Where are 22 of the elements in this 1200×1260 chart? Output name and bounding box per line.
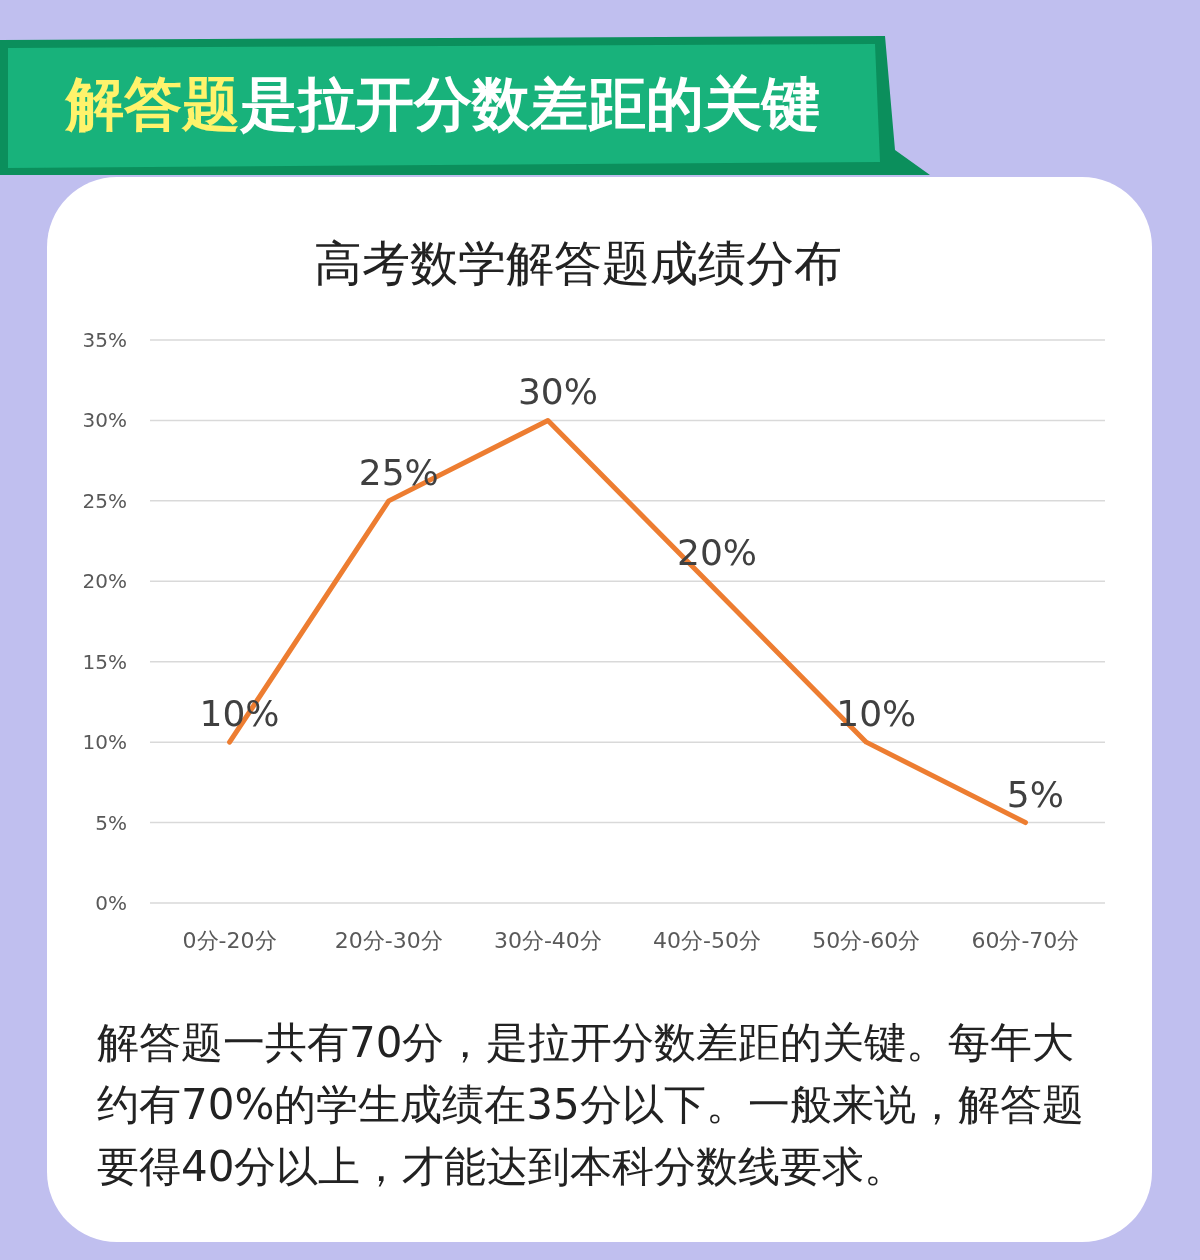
data-label: 30% — [517, 371, 598, 413]
chart-subtitle: 高考数学解答题成绩分布 — [314, 235, 842, 291]
y-tick-label: 0% — [95, 891, 127, 915]
chart-title: 解答题是拉开分数差距的关键 — [66, 70, 820, 138]
data-label: 25% — [358, 451, 439, 493]
text: 解答题一共有70分，是拉开分数差距的关键。每年大约有70%的学生成绩在35分以下。一般来说，解答题要得40分以上，才能达到本科分数线要求。 — [97, 1017, 1085, 1193]
x-tick-label: 50分-60分 — [812, 927, 921, 953]
y-tick-label: 25% — [82, 488, 127, 513]
y-tick-label: 5% — [95, 810, 127, 835]
data-label: 5% — [1006, 773, 1064, 815]
x-tick-label: 0分-20分 — [182, 927, 277, 953]
data-label: 10% — [836, 693, 917, 735]
y-tick-label: 20% — [82, 569, 127, 594]
x-tick-label: 40分-50分 — [653, 927, 762, 953]
data-label: 20% — [677, 532, 758, 574]
y-tick-label: 30% — [82, 408, 127, 433]
y-tick-label: 10% — [82, 730, 127, 755]
y-tick-label: 35% — [82, 328, 127, 352]
x-tick-label: 20分-30分 — [334, 927, 443, 953]
y-tick-label: 15% — [82, 649, 127, 674]
x-tick-label: 30分-40分 — [493, 927, 602, 953]
x-tick-label: 60分-70分 — [971, 927, 1080, 953]
